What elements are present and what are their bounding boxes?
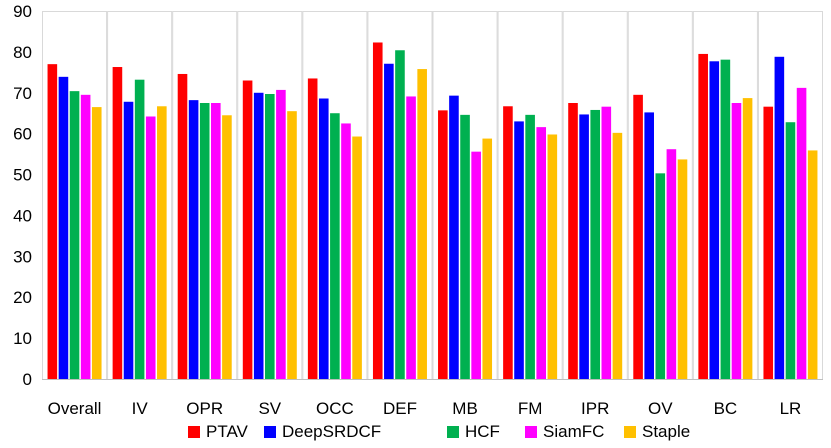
y-tick-label: 30 — [13, 247, 32, 266]
legend-swatch-siamfc — [525, 426, 537, 438]
legend-label-siamfc: SiamFC — [543, 422, 604, 441]
legend: PTAV DeepSRDCF HCF SiamFC Staple — [188, 422, 690, 441]
y-axis: 0 10 20 30 40 50 60 70 80 90 — [13, 2, 32, 389]
bar-siamfc-mb — [471, 151, 481, 379]
x-tick-label: FM — [518, 399, 543, 418]
x-tick-label: IPR — [581, 399, 609, 418]
y-tick-label: 70 — [13, 84, 32, 103]
legend-label-ptav: PTAV — [206, 422, 249, 441]
x-tick-label: DEF — [383, 399, 417, 418]
bar-ptav-lr — [763, 106, 774, 380]
bar-staple-iv — [157, 106, 167, 379]
bar-ptav-occ — [307, 78, 318, 379]
bar-staple-overall — [91, 107, 102, 379]
bar-siamfc-occ — [341, 123, 351, 379]
y-tick-label: 20 — [13, 288, 32, 307]
bars — [47, 42, 818, 380]
bar-staple-def — [417, 69, 427, 379]
bar-ptav-def — [372, 42, 383, 380]
bar-ptav-fm — [503, 106, 513, 379]
bar-siamfc-fm — [536, 127, 547, 379]
bar-ptav-sv — [242, 80, 253, 379]
bar-staple-ipr — [612, 132, 623, 379]
category-groups — [42, 11, 824, 380]
x-tick-label: BC — [714, 399, 738, 418]
bar-deepsrdcf-def — [384, 63, 394, 379]
y-tick-label: 60 — [13, 125, 32, 144]
legend-label-deepsrdcf: DeepSRDCF — [282, 422, 381, 441]
bar-hcf-occ — [330, 113, 340, 379]
x-tick-label: LR — [780, 399, 802, 418]
bar-deepsrdcf-opr — [188, 100, 199, 379]
bar-deepsrdcf-bc — [709, 61, 720, 379]
bar-ptav-ov — [633, 94, 643, 380]
bar-deepsrdcf-sv — [253, 92, 264, 380]
y-tick-label: 0 — [23, 370, 32, 389]
bar-ptav-ipr — [568, 103, 578, 379]
bar-hcf-lr — [785, 122, 796, 380]
bar-siamfc-iv — [145, 116, 156, 379]
legend-swatch-ptav — [188, 426, 200, 438]
bar-staple-mb — [482, 138, 493, 379]
x-tick-label: MB — [452, 399, 478, 418]
bar-siamfc-ipr — [601, 106, 612, 380]
bar-hcf-ov — [655, 173, 666, 379]
legend-swatch-staple — [624, 426, 636, 438]
bar-deepsrdcf-mb — [449, 95, 459, 379]
bar-staple-lr — [807, 150, 818, 379]
x-axis-labels: Overall IV OPR SV OCC DEF MB FM IPR OV BC LR — [48, 399, 802, 418]
bar-ptav-iv — [112, 67, 123, 380]
bar-hcf-ipr — [590, 109, 601, 379]
bar-hcf-opr — [199, 103, 210, 379]
bar-deepsrdcf-overall — [58, 76, 69, 379]
bar-deepsrdcf-fm — [514, 121, 524, 380]
legend-label-staple: Staple — [642, 422, 690, 441]
x-tick-label: IV — [132, 399, 149, 418]
bar-hcf-bc — [720, 59, 731, 379]
bar-deepsrdcf-ov — [644, 112, 654, 379]
y-tick-label: 90 — [13, 2, 32, 21]
bar-siamfc-opr — [211, 103, 221, 379]
bar-staple-ov — [677, 159, 688, 379]
legend-swatch-deepsrdcf — [264, 426, 276, 438]
y-tick-label: 10 — [13, 329, 32, 348]
bar-staple-fm — [547, 134, 558, 379]
x-tick-label: OV — [648, 399, 673, 418]
bar-ptav-mb — [438, 110, 448, 380]
x-tick-label: OPR — [186, 399, 223, 418]
y-tick-label: 50 — [13, 166, 32, 185]
bar-siamfc-sv — [276, 89, 286, 379]
x-tick-label: OCC — [316, 399, 354, 418]
bar-hcf-def — [395, 50, 405, 380]
bar-ptav-bc — [698, 53, 708, 379]
bar-hcf-sv — [264, 94, 275, 379]
legend-label-hcf: HCF — [465, 422, 500, 441]
bar-hcf-mb — [460, 114, 470, 379]
x-tick-label: Overall — [48, 399, 102, 418]
y-tick-label: 40 — [13, 206, 32, 225]
bar-staple-sv — [287, 111, 297, 379]
bar-deepsrdcf-occ — [318, 98, 329, 379]
x-tick-label: SV — [258, 399, 281, 418]
bar-staple-occ — [352, 136, 362, 379]
y-tick-label: 80 — [13, 43, 32, 62]
bar-hcf-overall — [69, 91, 80, 380]
bar-staple-opr — [222, 115, 232, 380]
bar-ptav-opr — [177, 73, 188, 380]
bar-staple-bc — [742, 98, 753, 380]
bar-siamfc-bc — [731, 103, 742, 379]
bar-siamfc-def — [406, 96, 416, 380]
bar-hcf-iv — [134, 79, 145, 380]
bar-deepsrdcf-ipr — [579, 114, 589, 380]
bar-deepsrdcf-lr — [774, 56, 785, 379]
legend-swatch-hcf — [447, 426, 459, 438]
bar-deepsrdcf-iv — [123, 101, 134, 380]
bar-siamfc-lr — [796, 87, 807, 380]
bar-ptav-overall — [47, 64, 58, 380]
bar-hcf-fm — [525, 114, 535, 379]
bar-siamfc-overall — [80, 94, 91, 380]
bar-siamfc-ov — [666, 149, 677, 379]
